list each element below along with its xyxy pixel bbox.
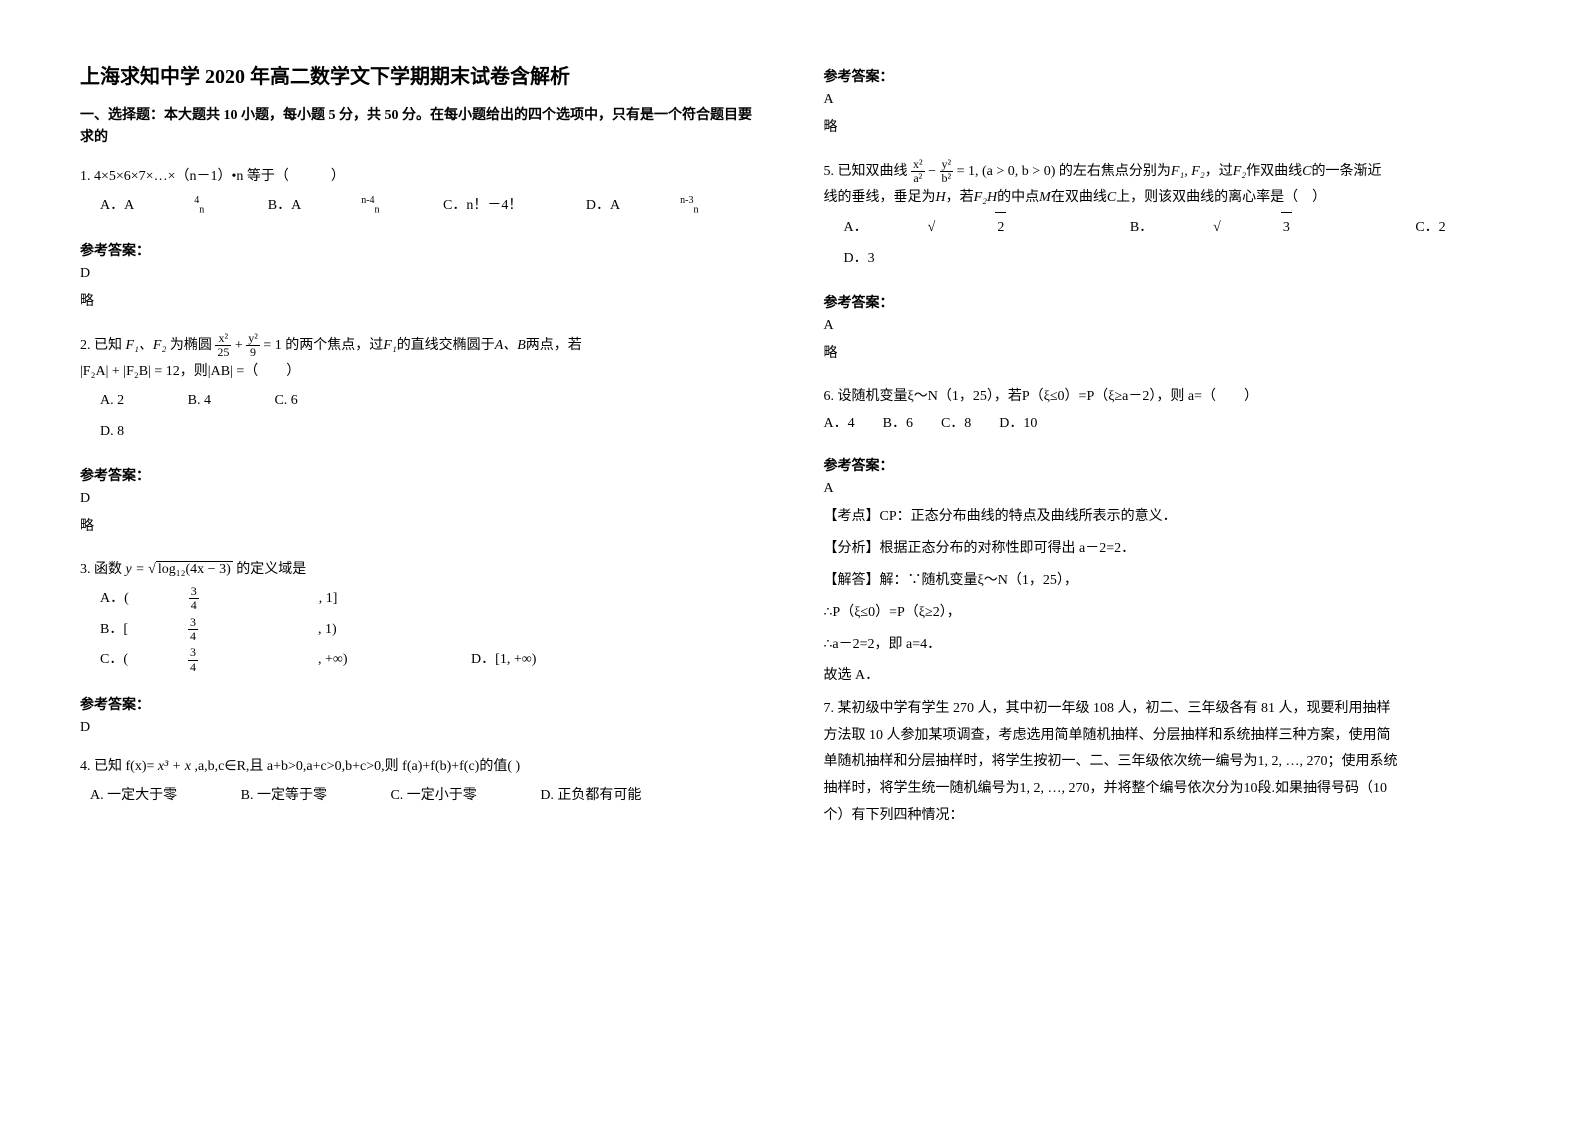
- q4-stem: 4. 已知 f(x)= x³ + x ,a,b,c∈R,且 a+b>0,a+c>…: [80, 754, 764, 781]
- q1-stem: 1. 4×5×6×7×…×（n－1）•n 等于（ ）: [80, 164, 764, 191]
- q2-answer-label: 参考答案：: [80, 465, 764, 485]
- q2-optC: C. 6: [274, 386, 297, 417]
- q6-exp2: 【分析】根据正态分布的对称性即可得出 a－2=2．: [824, 537, 1508, 561]
- q5-line1: 5. 已知双曲线 x²a² − y²b² = 1, (a > 0, b > 0)…: [824, 158, 1508, 186]
- q1-answer-label: 参考答案：: [80, 240, 764, 260]
- q1-optD: D．An-3n: [586, 190, 699, 221]
- q3-optD: D．[1, +∞): [471, 645, 536, 676]
- q5-optB: B．3: [1130, 212, 1352, 244]
- q2-optA: A. 2: [100, 386, 124, 417]
- q4-optC: C. 一定小于零: [390, 781, 476, 812]
- q4-answer-label: 参考答案：: [824, 66, 1508, 86]
- q2-options: A. 2 B. 4 C. 6 D. 8: [100, 386, 764, 448]
- q2-optD: D. 8: [100, 417, 124, 448]
- q6-exp1: 【考点】CP：正态分布曲线的特点及曲线所表示的意义．: [824, 505, 1508, 529]
- question-4: 4. 已知 f(x)= x³ + x ,a,b,c∈R,且 a+b>0,a+c>…: [80, 754, 764, 811]
- q3-optB: B．[34, 1): [100, 615, 397, 646]
- q5-options: A．2 B．3 C．2 D．3: [844, 212, 1508, 275]
- q3-stem: 3. 函数 y = log₁₂(4x − 3) 的定义域是: [80, 557, 764, 584]
- q7-line2: 方法取 10 人参加某项调查，考虑选用简单随机抽样、分层抽样和系统抽样三种方案，…: [824, 723, 1508, 750]
- q1-options: A．A4n B．An-4n C．n！－4！ D．An-3n: [100, 190, 764, 221]
- section-header: 一、选择题：本大题共 10 小题，每小题 5 分，共 50 分。在每小题给出的四…: [80, 105, 764, 150]
- q5-optA: A．2: [844, 212, 1067, 244]
- q2-line1: 2. 已知 F₁、F₂ 为椭圆 x²25 + y²9 = 1 的两个焦点，过F₁…: [80, 332, 764, 360]
- q7-line3: 单随机抽样和分层抽样时，将学生按初一、二、三年级依次统一编号为1, 2, …, …: [824, 749, 1508, 776]
- q1-note: 略: [80, 290, 764, 314]
- question-6: 6. 设随机变量ξ～N（1，25），若P（ξ≤0）=P（ξ≥a－2），则 a=（…: [824, 384, 1508, 437]
- question-7: 7. 某初级中学有学生 270 人，其中初一年级 108 人，初二、三年级各有 …: [824, 696, 1508, 829]
- q1-optB: B．An-4n: [268, 190, 380, 221]
- page-title: 上海求知中学 2020 年高二数学文下学期期末试卷含解析: [80, 60, 764, 89]
- q3-options: A．(34, 1] B．[34, 1) C．(34, +∞) D．[1, +∞): [100, 584, 764, 676]
- q2-note: 略: [80, 515, 764, 539]
- q1-optA: A．A4n: [100, 190, 204, 221]
- q5-optD: D．3: [844, 244, 875, 275]
- q6-exp3: 【解答】解：∵随机变量ξ～N（1，25），: [824, 569, 1508, 593]
- q3-optC: C．(34, +∞): [100, 645, 408, 676]
- q5-line2: 线的垂线，垂足为H，若F₂H的中点M在双曲线C上，则该双曲线的离心率是（ ）: [824, 185, 1508, 212]
- q5-answer: A: [824, 318, 1508, 334]
- q5-answer-label: 参考答案：: [824, 292, 1508, 312]
- q7-line1: 7. 某初级中学有学生 270 人，其中初一年级 108 人，初二、三年级各有 …: [824, 696, 1508, 723]
- q3-answer-label: 参考答案：: [80, 694, 764, 714]
- q3-answer: D: [80, 720, 764, 736]
- q6-options: A．4 B．6 C．8 D．10: [824, 411, 1508, 438]
- q7-line5: 个）有下列四种情况：: [824, 803, 1508, 830]
- q6-exp5: ∴a－2=2，即 a=4．: [824, 633, 1508, 657]
- q2-answer: D: [80, 491, 764, 507]
- right-column: 参考答案： A 略 5. 已知双曲线 x²a² − y²b² = 1, (a >…: [824, 60, 1508, 1062]
- question-1: 1. 4×5×6×7×…×（n－1）•n 等于（ ） A．A4n B．An-4n…: [80, 164, 764, 222]
- question-3: 3. 函数 y = log₁₂(4x − 3) 的定义域是 A．(34, 1] …: [80, 557, 764, 676]
- left-column: 上海求知中学 2020 年高二数学文下学期期末试卷含解析 一、选择题：本大题共 …: [80, 60, 764, 1062]
- q1-answer: D: [80, 266, 764, 282]
- q4-answer: A: [824, 92, 1508, 108]
- q6-stem: 6. 设随机变量ξ～N（1，25），若P（ξ≤0）=P（ξ≥a－2），则 a=（…: [824, 384, 1508, 411]
- q6-exp4: ∴P（ξ≤0）=P（ξ≥2），: [824, 601, 1508, 625]
- q4-note: 略: [824, 116, 1508, 140]
- q3-optA: A．(34, 1]: [100, 584, 397, 615]
- q5-optC: C．2: [1415, 213, 1445, 244]
- q7-line4: 抽样时，将学生统一随机编号为1, 2, …, 270，并将整个编号依次分为10段…: [824, 776, 1508, 803]
- q2-optB: B. 4: [188, 386, 211, 417]
- question-2: 2. 已知 F₁、F₂ 为椭圆 x²25 + y²9 = 1 的两个焦点，过F₁…: [80, 332, 764, 448]
- q5-note: 略: [824, 342, 1508, 366]
- question-5: 5. 已知双曲线 x²a² − y²b² = 1, (a > 0, b > 0)…: [824, 158, 1508, 275]
- q2-line2: |F₂A| + |F₂B| = 12，则|AB| =（ ）: [80, 359, 764, 386]
- q6-exp6: 故选 A．: [824, 664, 1508, 688]
- q4-optB: B. 一定等于零: [241, 781, 327, 812]
- q4-optA: A. 一定大于零: [90, 781, 177, 812]
- q6-answer-label: 参考答案：: [824, 455, 1508, 475]
- q4-options: A. 一定大于零 B. 一定等于零 C. 一定小于零 D. 正负都有可能: [90, 781, 764, 812]
- q4-optD: D. 正负都有可能: [540, 781, 641, 812]
- q6-answer: A: [824, 481, 1508, 497]
- q1-optC: C．n！－4！: [443, 191, 522, 222]
